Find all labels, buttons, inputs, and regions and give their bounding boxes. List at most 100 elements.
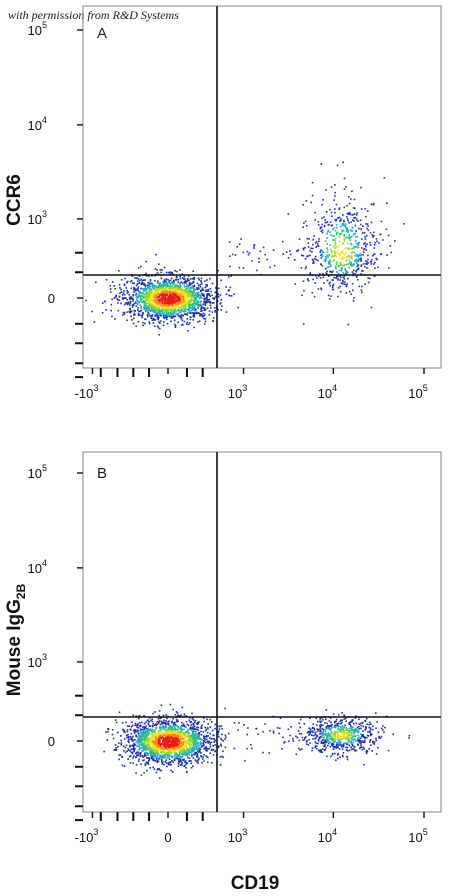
event-dot (213, 738, 215, 740)
event-dot (134, 730, 137, 733)
event-dot (194, 307, 196, 310)
event-dot (134, 756, 137, 759)
event-dot (160, 720, 163, 723)
event-dot (359, 747, 361, 750)
event-dot (196, 287, 198, 289)
event-dot (332, 746, 335, 748)
event-dot (140, 721, 143, 724)
event-dot (181, 737, 183, 740)
event-dot (167, 307, 170, 310)
event-dot (128, 736, 130, 739)
event-dot (149, 751, 151, 754)
event-dot (317, 275, 320, 278)
event-dot (342, 276, 345, 279)
event-dot (173, 751, 176, 754)
event-dot (183, 728, 185, 731)
event-dot (147, 720, 150, 723)
event-dot (357, 220, 359, 222)
event-dot (348, 258, 351, 261)
event-dot (135, 764, 138, 766)
event-dot (157, 735, 160, 738)
event-dot (134, 310, 136, 312)
event-dot (214, 750, 216, 753)
event-dot (173, 741, 175, 744)
event-dot (246, 250, 249, 253)
event-dot (123, 283, 126, 286)
event-dot (364, 741, 366, 743)
event-dot (138, 749, 140, 751)
event-dot (128, 741, 130, 744)
event-dot (311, 749, 313, 752)
event-dot (152, 308, 154, 310)
event-dot (238, 266, 241, 269)
event-dot (109, 288, 112, 290)
event-dot (152, 310, 154, 313)
event-dot (171, 752, 173, 754)
event-dot (157, 310, 160, 312)
event-dot (192, 312, 195, 314)
event-dot (176, 300, 178, 302)
event-dot (350, 740, 353, 742)
event-dot (141, 726, 144, 728)
event-dot (343, 240, 346, 242)
event-dot (185, 726, 187, 729)
event-dot (177, 734, 179, 737)
event-dot (352, 748, 354, 750)
event-dot (197, 293, 200, 296)
event-dot (173, 315, 175, 318)
event-dot (341, 229, 343, 231)
event-dot (333, 235, 336, 237)
event-dot (191, 748, 193, 751)
event-dot (353, 251, 355, 254)
event-dot (185, 744, 187, 746)
event-dot (242, 251, 244, 254)
event-dot (153, 756, 156, 758)
event-dot (188, 757, 191, 759)
event-dot (336, 246, 338, 249)
event-dot (138, 738, 140, 740)
event-dot (190, 767, 193, 769)
event-dot (130, 315, 132, 317)
event-dot (347, 263, 350, 265)
event-dot (348, 729, 350, 732)
event-dot (153, 319, 155, 321)
event-dot (137, 296, 139, 299)
event-dot (167, 295, 170, 298)
event-dot (373, 741, 376, 743)
event-dot (173, 307, 175, 310)
event-dot (354, 240, 357, 242)
event-dot (191, 739, 193, 741)
event-dot (174, 323, 176, 326)
event-dot (324, 240, 327, 242)
event-dot (194, 298, 196, 300)
event-dot (177, 747, 180, 749)
event-dot (362, 725, 364, 728)
event-dot (162, 284, 164, 286)
event-dot (152, 736, 154, 739)
event-dot (194, 721, 196, 724)
event-dot (122, 294, 124, 296)
event-dot (131, 752, 134, 755)
event-dot (183, 320, 186, 323)
event-dot (344, 283, 346, 285)
event-dot (169, 279, 172, 281)
event-dot (201, 316, 204, 318)
event-dot (136, 299, 139, 302)
event-dot (180, 316, 183, 319)
event-dot (320, 163, 323, 165)
event-dot (217, 731, 220, 733)
event-dot (170, 732, 173, 735)
event-dot (340, 282, 343, 285)
event-dot (170, 316, 173, 319)
event-dot (380, 735, 383, 738)
event-dot (171, 760, 173, 762)
event-dot (159, 284, 162, 287)
event-dot (167, 309, 170, 312)
event-dot (145, 752, 147, 754)
event-dot (343, 253, 345, 255)
event-dot (188, 290, 190, 293)
event-dot (350, 731, 353, 734)
event-dot (184, 279, 187, 282)
event-dot (173, 744, 176, 747)
event-dot (147, 294, 150, 297)
